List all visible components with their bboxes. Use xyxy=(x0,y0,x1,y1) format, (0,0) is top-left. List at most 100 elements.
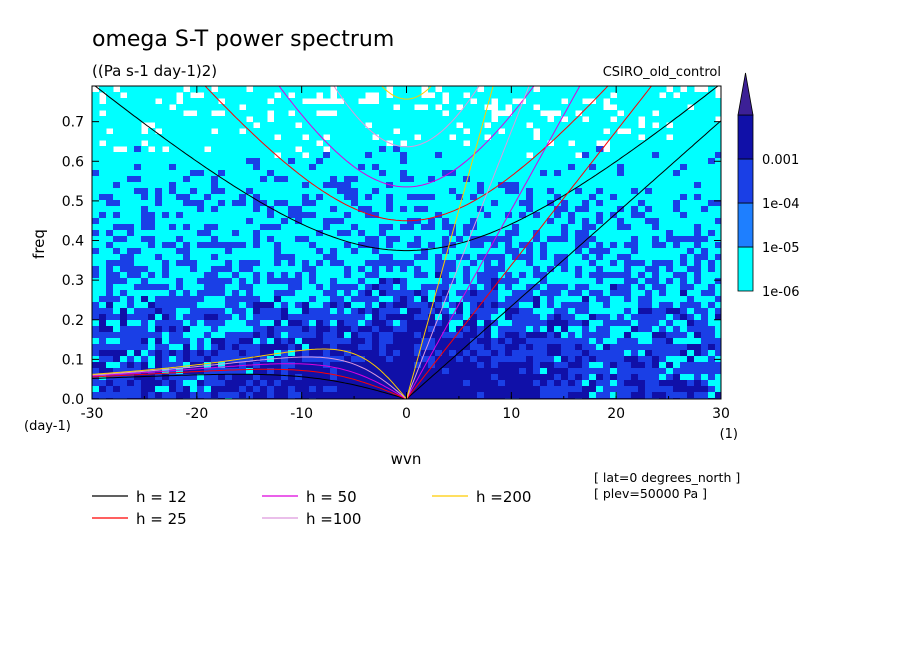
power-cell xyxy=(624,104,632,111)
power-cell xyxy=(414,242,422,249)
power-cell xyxy=(379,314,387,321)
power-cell xyxy=(407,194,415,201)
power-cell xyxy=(113,326,121,333)
power-cell xyxy=(344,254,352,261)
power-cell xyxy=(183,266,191,273)
power-cell xyxy=(337,248,345,255)
power-cell xyxy=(666,374,674,381)
power-cell xyxy=(505,92,513,99)
power-cell xyxy=(344,200,352,207)
power-cell xyxy=(414,380,422,387)
power-cell xyxy=(162,200,170,207)
power-cell xyxy=(624,236,632,243)
power-cell xyxy=(610,158,618,165)
power-cell xyxy=(449,224,457,231)
power-cell xyxy=(680,308,688,315)
power-cell xyxy=(470,188,478,195)
power-cell xyxy=(575,146,583,153)
y-tick-label: 0.6 xyxy=(62,154,84,170)
power-cell xyxy=(316,116,324,123)
power-cell xyxy=(435,356,443,363)
power-cell xyxy=(260,290,268,297)
power-cell xyxy=(596,338,604,345)
power-cell xyxy=(561,374,569,381)
power-cell xyxy=(204,344,212,351)
power-cell xyxy=(344,266,352,273)
power-cell xyxy=(351,170,359,177)
power-cell xyxy=(470,116,478,123)
power-cell xyxy=(232,308,240,315)
power-cell xyxy=(659,278,667,285)
power-cell xyxy=(232,362,240,369)
power-cell xyxy=(484,362,492,369)
power-cell xyxy=(715,242,721,249)
power-cell xyxy=(197,314,205,321)
power-cell xyxy=(295,212,303,219)
power-cell xyxy=(624,284,632,291)
power-cell xyxy=(309,392,317,399)
power-cell xyxy=(568,200,576,207)
power-cell xyxy=(288,152,296,159)
power-cell xyxy=(393,308,401,315)
power-cell xyxy=(519,296,527,303)
power-cell xyxy=(421,146,429,153)
power-cell xyxy=(281,98,289,105)
power-cell xyxy=(113,284,121,291)
power-cell xyxy=(456,164,464,171)
power-cell xyxy=(575,368,583,375)
power-cell xyxy=(421,128,429,135)
power-cell xyxy=(288,314,296,321)
power-cell xyxy=(162,230,170,237)
power-cell xyxy=(400,314,408,321)
power-cell xyxy=(421,392,429,399)
power-cell xyxy=(344,308,352,315)
power-cell xyxy=(526,140,534,147)
power-cell xyxy=(253,158,261,165)
power-cell xyxy=(568,86,576,93)
power-cell xyxy=(449,350,457,357)
power-cell xyxy=(190,86,198,93)
power-cell xyxy=(463,134,471,141)
power-cell xyxy=(638,200,646,207)
power-cell xyxy=(477,374,485,381)
power-cell xyxy=(99,284,107,291)
power-cell xyxy=(477,92,485,99)
power-cell xyxy=(211,212,219,219)
power-cell xyxy=(127,296,135,303)
power-cell xyxy=(120,116,128,123)
power-cell xyxy=(540,122,548,129)
power-cell xyxy=(162,356,170,363)
power-cell xyxy=(204,278,212,285)
power-cell xyxy=(617,134,625,141)
power-cell xyxy=(106,344,114,351)
power-cell xyxy=(169,116,177,123)
power-cell xyxy=(407,140,415,147)
power-cell xyxy=(596,368,604,375)
power-cell xyxy=(99,392,107,399)
power-cell xyxy=(624,188,632,195)
power-cell xyxy=(519,236,527,243)
power-cell xyxy=(372,146,380,153)
power-cell xyxy=(148,218,156,225)
power-cell xyxy=(99,104,107,111)
power-cell xyxy=(134,332,142,339)
power-cell xyxy=(582,332,590,339)
power-cell xyxy=(582,200,590,207)
power-cell xyxy=(148,296,156,303)
power-cell xyxy=(687,146,695,153)
power-cell xyxy=(141,386,149,393)
power-cell xyxy=(456,296,464,303)
power-cell xyxy=(120,242,128,249)
power-cell xyxy=(428,290,436,297)
power-cell xyxy=(414,110,422,117)
power-cell xyxy=(358,320,366,327)
power-cell xyxy=(701,224,709,231)
power-cell xyxy=(666,206,674,213)
power-cell xyxy=(470,356,478,363)
power-cell xyxy=(638,236,646,243)
power-cell xyxy=(323,284,331,291)
power-cell xyxy=(512,236,520,243)
power-cell xyxy=(414,206,422,213)
power-cell xyxy=(659,260,667,267)
power-cell xyxy=(267,212,275,219)
